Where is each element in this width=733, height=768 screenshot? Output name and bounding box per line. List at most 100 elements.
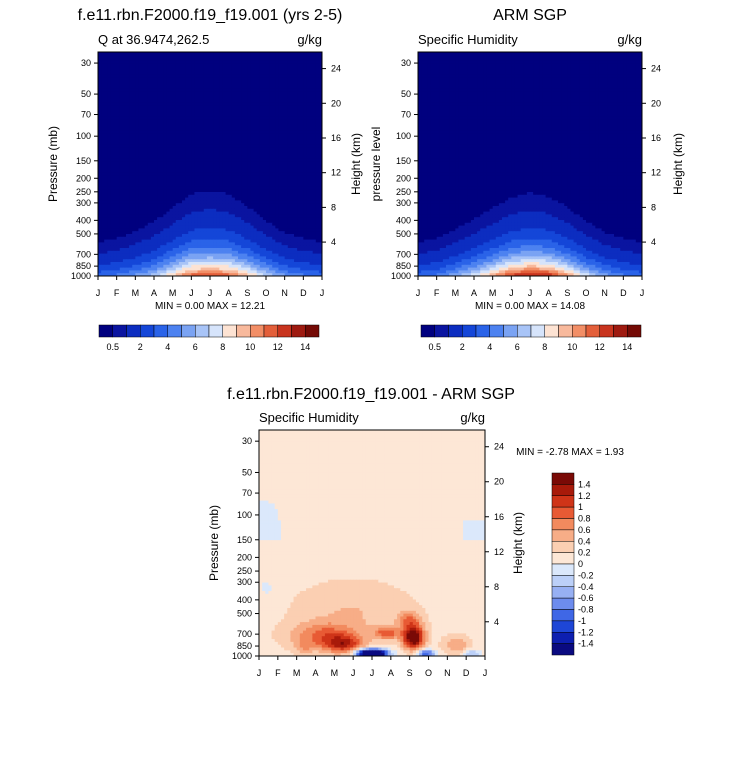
heatmap-cell (185, 208, 189, 213)
heatmap-cell (191, 68, 196, 73)
heatmap-cell (200, 169, 205, 173)
heatmap-cell (318, 133, 322, 137)
heatmap-cell (113, 228, 118, 232)
heatmap-cell (129, 197, 133, 201)
heatmap-cell (210, 150, 214, 154)
heatmap-cell (129, 124, 133, 129)
heatmap-cell (253, 220, 258, 224)
heatmap-cell (169, 169, 174, 173)
heatmap-cell (188, 136, 192, 140)
heatmap-cell (98, 175, 102, 179)
heatmap-cell (269, 206, 273, 210)
heatmap-cell (197, 124, 202, 129)
heatmap-cell (182, 166, 186, 171)
heatmap-cell (297, 152, 301, 157)
heatmap-cell (166, 239, 171, 243)
heatmap-cell (312, 119, 317, 123)
heatmap-cell (206, 57, 211, 61)
heatmap-cell (250, 91, 255, 95)
heatmap-cell (294, 150, 298, 154)
heatmap-cell (154, 175, 158, 179)
heatmap-cell (132, 186, 136, 190)
heatmap-cell (262, 102, 267, 106)
heatmap-cell (141, 186, 146, 190)
heatmap-cell (253, 194, 258, 199)
heatmap-cell (178, 68, 183, 73)
heatmap-cell (238, 138, 242, 143)
heatmap-cell (175, 225, 180, 229)
heatmap-cell (253, 192, 258, 196)
heatmap-cell (200, 96, 205, 101)
heatmap-cell (238, 127, 242, 131)
heatmap-cell (228, 96, 233, 101)
heatmap-cell (122, 186, 127, 190)
heatmap-cell (213, 113, 217, 117)
heatmap-cell (216, 208, 220, 213)
heatmap-cell (309, 57, 314, 61)
heatmap-cell (300, 161, 304, 165)
heatmap-cell (306, 147, 311, 151)
heatmap-cell (154, 192, 158, 196)
heatmap-cell (241, 119, 245, 123)
heatmap-cell (210, 180, 214, 185)
heatmap-cell (194, 166, 199, 171)
heatmap-cell (216, 172, 220, 176)
heatmap-cell (119, 110, 124, 115)
heatmap-cell (172, 80, 177, 84)
heatmap-cell (163, 197, 168, 201)
heatmap-cell (238, 119, 242, 123)
heatmap-cell (219, 220, 224, 224)
heatmap-cell (228, 66, 233, 70)
heatmap-cell (197, 152, 202, 157)
heatmap-cell (300, 71, 304, 75)
heatmap-cell (275, 239, 280, 243)
heatmap-cell (315, 138, 320, 143)
heatmap-cell (122, 172, 127, 176)
heatmap-cell (250, 225, 255, 229)
heatmap-cell (138, 60, 143, 64)
heatmap-cell (206, 228, 211, 232)
heatmap-cell (287, 220, 292, 224)
heatmap-cell (147, 127, 152, 131)
heatmap-cell (144, 116, 149, 120)
heatmap-cell (228, 164, 233, 168)
heatmap-cell (147, 214, 152, 218)
heatmap-cell (259, 161, 264, 165)
heatmap-cell (178, 228, 183, 232)
heatmap-cell (309, 214, 314, 218)
heatmap-cell (107, 85, 112, 89)
heatmap-cell (294, 234, 298, 238)
heatmap-cell (160, 194, 164, 199)
heatmap-cell (138, 147, 143, 151)
heatmap-cell (256, 166, 261, 171)
heatmap-cell (191, 236, 196, 241)
heatmap-cell (101, 169, 105, 173)
heatmap-cell (290, 217, 295, 221)
heatmap-cell (172, 164, 177, 168)
heatmap-cell (150, 116, 155, 120)
heatmap-cell (297, 231, 301, 235)
heatmap-cell (247, 164, 252, 168)
heatmap-cell (284, 158, 289, 162)
heatmap-cell (104, 119, 108, 123)
heatmap-cell (126, 217, 130, 221)
heatmap-cell (272, 54, 276, 59)
heatmap-cell (225, 99, 230, 103)
heatmap-cell (154, 113, 158, 117)
heatmap-cell (297, 141, 301, 145)
heatmap-cell (281, 166, 286, 171)
heatmap-cell (250, 192, 255, 196)
heatmap-cell (210, 239, 214, 243)
heatmap-cell (188, 189, 192, 193)
heatmap-cell (238, 208, 242, 213)
heatmap-cell (163, 68, 168, 73)
heatmap-cell (182, 220, 186, 224)
heatmap-cell (138, 203, 143, 207)
heatmap-cell (244, 158, 248, 162)
heatmap-cell (163, 203, 168, 207)
heatmap-cell (300, 136, 304, 140)
heatmap-cell (278, 242, 283, 246)
heatmap-cell (150, 96, 155, 101)
heatmap-cell (253, 155, 258, 159)
heatmap-cell (210, 71, 214, 75)
